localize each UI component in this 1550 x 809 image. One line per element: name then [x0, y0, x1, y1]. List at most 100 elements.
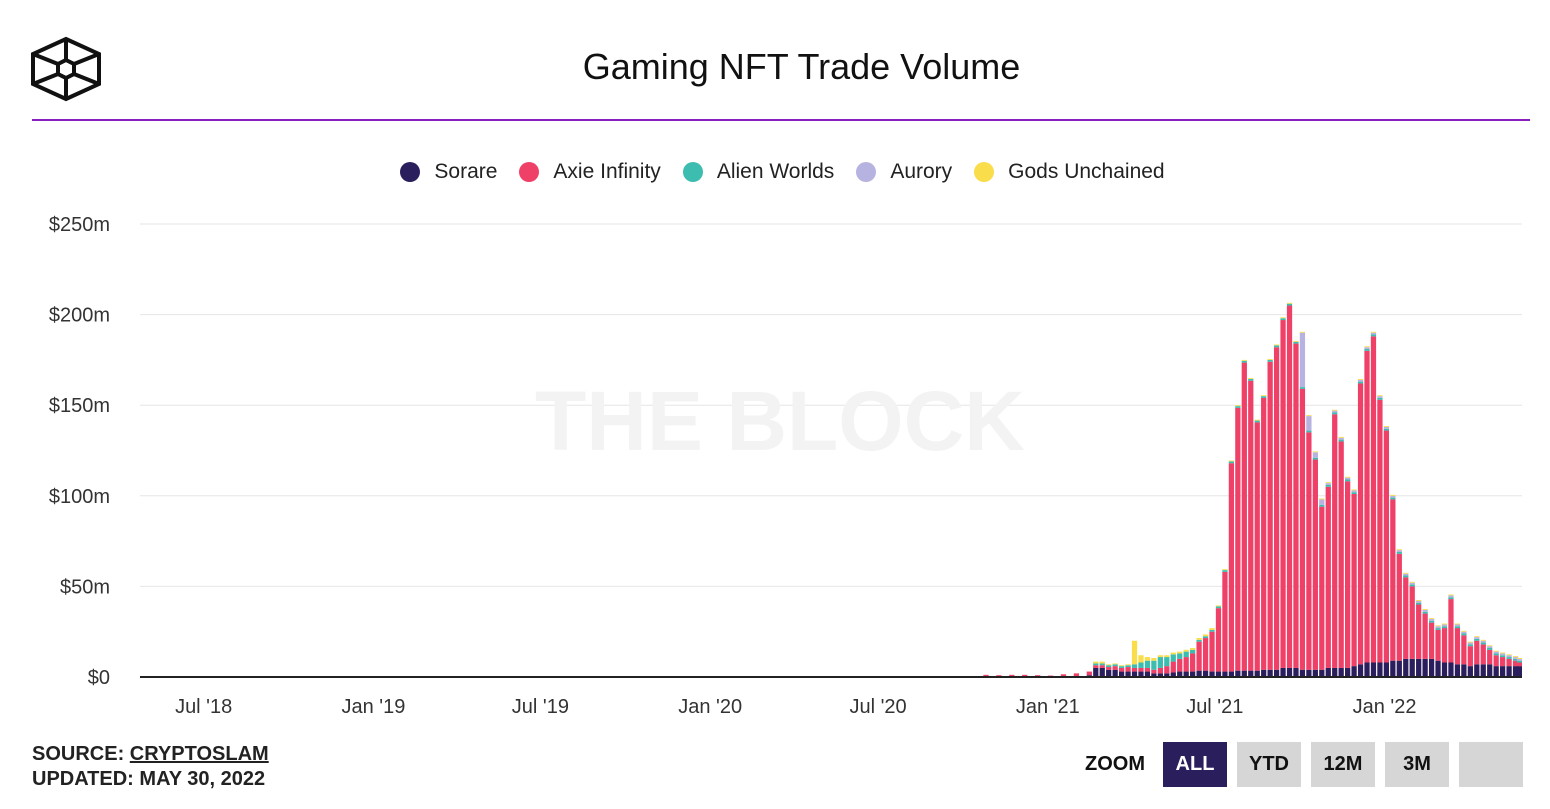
bar-segment-axie-infinity[interactable]	[1228, 463, 1235, 672]
bar-segment-sorare[interactable]	[1364, 662, 1370, 677]
bar-segment-gods-unchained[interactable]	[1280, 317, 1286, 319]
bar-segment-alien-worlds[interactable]	[1416, 602, 1422, 605]
bar-segment-sorare[interactable]	[1261, 669, 1267, 677]
zoom-blank-button[interactable]	[1459, 742, 1523, 787]
bar-segment-axie-infinity[interactable]	[1461, 635, 1467, 665]
bar-segment-gods-unchained[interactable]	[1131, 640, 1138, 665]
bar-segment-alien-worlds[interactable]	[1403, 575, 1409, 578]
bar-segment-axie-infinity[interactable]	[1202, 638, 1209, 671]
bar-segment-sorare[interactable]	[1183, 671, 1189, 677]
bar-segment-gods-unchained[interactable]	[1138, 655, 1144, 663]
bar-segment-alien-worlds[interactable]	[1390, 497, 1396, 500]
bar-segment-gods-unchained[interactable]	[1267, 358, 1273, 360]
bar-segment-sorare[interactable]	[1474, 664, 1480, 677]
bar-segment-gods-unchained[interactable]	[1144, 657, 1151, 661]
bar-segment-gods-unchained[interactable]	[1170, 652, 1176, 655]
bar-segment-axie-infinity[interactable]	[1370, 336, 1377, 663]
bar-segment-aurory[interactable]	[1428, 619, 1435, 621]
bar-segment-sorare[interactable]	[1306, 669, 1312, 677]
bar-segment-gods-unchained[interactable]	[1403, 572, 1409, 574]
bar-segment-sorare[interactable]	[1467, 666, 1473, 677]
bar-segment-gods-unchained[interactable]	[1228, 460, 1235, 462]
bar-segment-axie-infinity[interactable]	[1325, 486, 1331, 668]
bar-segment-axie-infinity[interactable]	[1286, 305, 1293, 668]
bar-segment-sorare[interactable]	[1241, 670, 1247, 677]
bar-segment-gods-unchained[interactable]	[1106, 664, 1112, 666]
bar-segment-gods-unchained[interactable]	[1499, 652, 1506, 654]
bar-segment-sorare[interactable]	[1299, 669, 1306, 677]
bar-segment-gods-unchained[interactable]	[1409, 581, 1415, 583]
bar-segment-aurory[interactable]	[1487, 646, 1493, 649]
bar-segment-axie-infinity[interactable]	[1403, 577, 1409, 659]
bar-segment-gods-unchained[interactable]	[1441, 623, 1448, 625]
bar-segment-gods-unchained[interactable]	[1319, 498, 1325, 500]
bar-segment-alien-worlds[interactable]	[1512, 658, 1519, 661]
bar-segment-axie-infinity[interactable]	[1390, 499, 1396, 661]
bar-segment-sorare[interactable]	[1390, 660, 1396, 677]
bar-segment-gods-unchained[interactable]	[1390, 494, 1396, 496]
bar-segment-axie-infinity[interactable]	[983, 674, 989, 677]
bar-segment-axie-infinity[interactable]	[1383, 430, 1390, 663]
bar-segment-sorare[interactable]	[1280, 667, 1286, 677]
bar-segment-aurory[interactable]	[1325, 483, 1331, 485]
bar-segment-gods-unchained[interactable]	[1286, 302, 1293, 304]
bar-segment-axie-infinity[interactable]	[1364, 350, 1370, 663]
bar-segment-sorare[interactable]	[1118, 671, 1125, 677]
bar-segment-sorare[interactable]	[1383, 662, 1390, 677]
bar-segment-alien-worlds[interactable]	[1144, 660, 1151, 668]
bar-segment-gods-unchained[interactable]	[1190, 648, 1196, 650]
bar-segment-alien-worlds[interactable]	[1396, 551, 1402, 554]
bar-segment-aurory[interactable]	[1299, 332, 1306, 388]
bar-segment-gods-unchained[interactable]	[1364, 346, 1370, 348]
bar-segment-axie-infinity[interactable]	[1319, 506, 1325, 670]
bar-segment-gods-unchained[interactable]	[1202, 634, 1209, 637]
legend-item-alien-worlds[interactable]: Alien Worlds	[682, 160, 834, 184]
bar-segment-axie-infinity[interactable]	[1467, 646, 1473, 667]
bar-segment-gods-unchained[interactable]	[1516, 657, 1522, 659]
bar-segment-gods-unchained[interactable]	[1370, 331, 1377, 333]
bar-segment-gods-unchained[interactable]	[1273, 344, 1280, 346]
bar-segment-alien-worlds[interactable]	[1183, 651, 1189, 658]
bar-segment-axie-infinity[interactable]	[1170, 661, 1176, 673]
bar-segment-gods-unchained[interactable]	[1209, 628, 1215, 630]
bar-segment-sorare[interactable]	[1202, 670, 1209, 677]
bar-segment-alien-worlds[interactable]	[1364, 349, 1370, 351]
bar-segment-alien-worlds[interactable]	[1286, 303, 1293, 306]
bar-segment-axie-infinity[interactable]	[1338, 441, 1344, 668]
bar-segment-sorare[interactable]	[1125, 671, 1131, 677]
bar-segment-aurory[interactable]	[1512, 657, 1519, 659]
bar-segment-axie-infinity[interactable]	[1196, 641, 1202, 671]
bar-segment-aurory[interactable]	[1474, 637, 1480, 639]
bar-segment-aurory[interactable]	[1383, 426, 1390, 429]
bar-segment-sorare[interactable]	[1248, 670, 1254, 677]
bar-segment-aurory[interactable]	[1396, 550, 1402, 552]
bar-segment-gods-unchained[interactable]	[1261, 395, 1267, 397]
bar-segment-aurory[interactable]	[1338, 437, 1344, 440]
bar-segment-sorare[interactable]	[1493, 666, 1499, 677]
bar-segment-gods-unchained[interactable]	[1351, 489, 1357, 491]
bar-segment-gods-unchained[interactable]	[1480, 639, 1486, 641]
bar-segment-axie-infinity[interactable]	[1073, 673, 1080, 677]
bar-segment-gods-unchained[interactable]	[1164, 655, 1170, 658]
bar-segment-sorare[interactable]	[1196, 670, 1202, 677]
bar-segment-alien-worlds[interactable]	[1222, 570, 1228, 572]
bar-segment-axie-infinity[interactable]	[1248, 380, 1254, 671]
source-link[interactable]: CRYPTOSLAM	[129, 743, 269, 765]
bar-segment-axie-infinity[interactable]	[1454, 628, 1461, 665]
bar-segment-gods-unchained[interactable]	[1461, 630, 1467, 632]
bar-segment-aurory[interactable]	[1461, 631, 1467, 634]
bar-segment-sorare[interactable]	[1499, 666, 1506, 677]
bar-segment-alien-worlds[interactable]	[1138, 662, 1144, 668]
bar-segment-alien-worlds[interactable]	[1299, 387, 1306, 389]
bar-segment-alien-worlds[interactable]	[1332, 412, 1338, 415]
bar-segment-alien-worlds[interactable]	[1325, 484, 1331, 487]
bar-segment-sorare[interactable]	[1209, 671, 1215, 677]
bar-segment-axie-infinity[interactable]	[1306, 432, 1312, 670]
bar-segment-gods-unchained[interactable]	[1377, 395, 1383, 397]
bar-segment-axie-infinity[interactable]	[1474, 640, 1480, 665]
bar-segment-aurory[interactable]	[1467, 642, 1473, 645]
bar-segment-alien-worlds[interactable]	[1196, 639, 1202, 642]
bar-segment-alien-worlds[interactable]	[1106, 665, 1112, 668]
bar-segment-axie-infinity[interactable]	[1428, 622, 1435, 659]
bar-segment-sorare[interactable]	[1235, 670, 1241, 677]
